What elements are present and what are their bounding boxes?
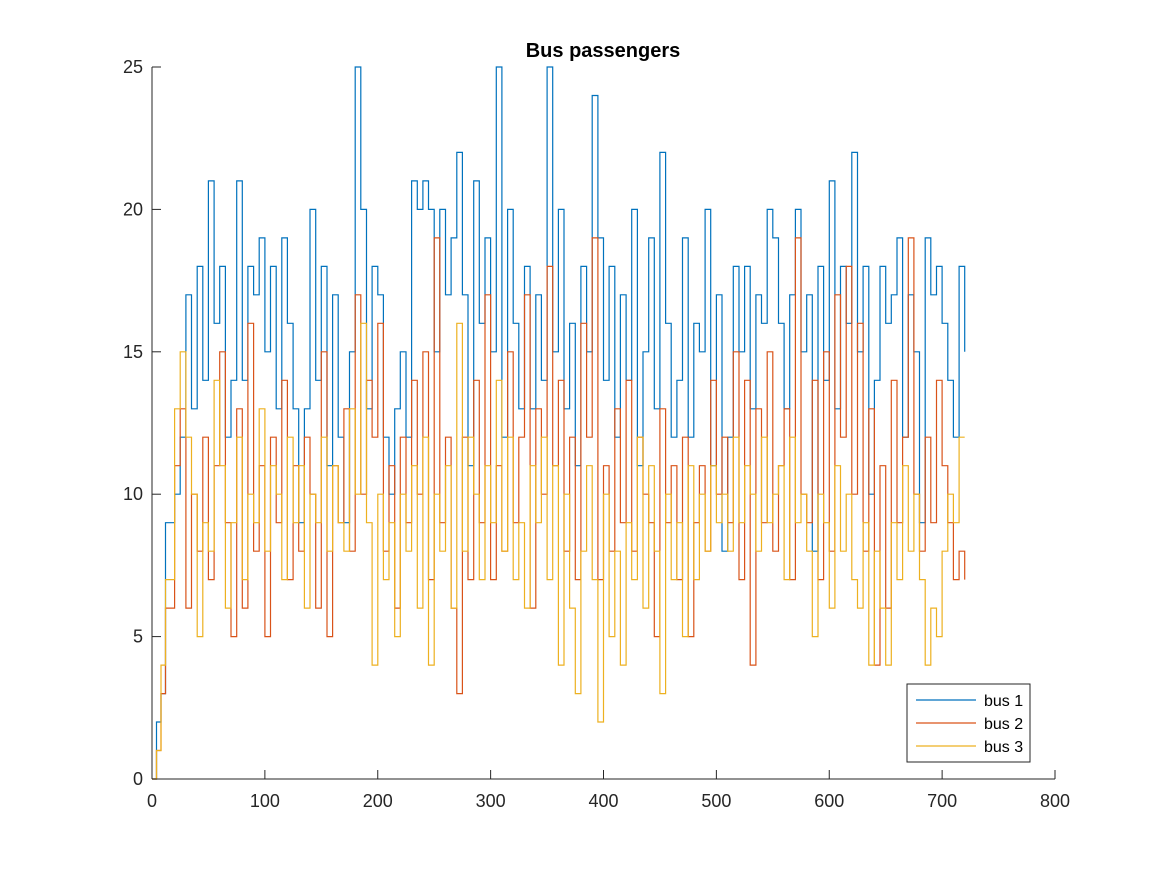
x-tick-label: 0 xyxy=(147,791,157,811)
y-tick-label: 20 xyxy=(123,199,143,219)
y-tick-label: 0 xyxy=(133,769,143,789)
chart-title: Bus passengers xyxy=(526,40,681,62)
y-tick-label: 15 xyxy=(123,342,143,362)
y-tick-label: 10 xyxy=(123,484,143,504)
x-tick-label: 500 xyxy=(701,791,731,811)
x-tick-label: 600 xyxy=(814,791,844,811)
legend-label-bus-2: bus 2 xyxy=(984,716,1023,733)
x-tick-label: 300 xyxy=(476,791,506,811)
y-tick-label: 25 xyxy=(123,57,143,77)
plot-area xyxy=(152,66,966,780)
series-line-bus-3 xyxy=(152,322,965,780)
series-line-bus-1 xyxy=(152,66,966,780)
x-tick-label: 700 xyxy=(927,791,957,811)
x-tick-label: 100 xyxy=(250,791,280,811)
axes: 0 100 200 300 400 500 600 700 800 0 5 10 15 20 25 xyxy=(123,57,1070,811)
y-tick-label: 5 xyxy=(133,627,143,647)
legend-label-bus-1: bus 1 xyxy=(984,693,1023,710)
x-tick-label: 400 xyxy=(588,791,618,811)
legend: bus 1 bus 2 bus 3 xyxy=(906,683,1031,763)
x-tick-label: 800 xyxy=(1040,791,1070,811)
x-tick-label: 200 xyxy=(363,791,393,811)
legend-label-bus-3: bus 3 xyxy=(984,739,1023,756)
